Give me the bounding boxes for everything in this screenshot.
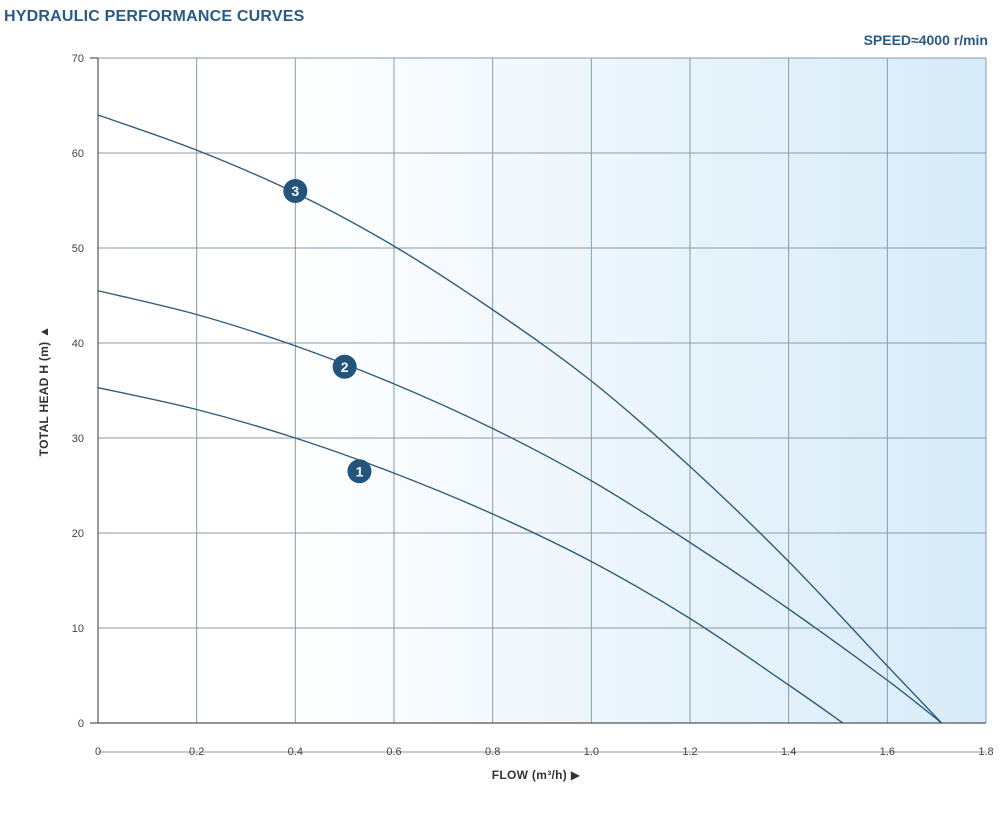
y-tick-label: 50	[72, 243, 84, 255]
x-tick-label: 0.2	[189, 746, 204, 758]
x-tick-label: 1.2	[682, 746, 697, 758]
plot-area	[98, 58, 986, 723]
x-tick-label: 1.8	[978, 746, 993, 758]
y-tick-label: 70	[72, 53, 84, 65]
x-axis-label: FLOW (m³/h) ▶	[492, 768, 580, 782]
curve-badge-label: 1	[356, 463, 364, 479]
y-tick-label: 40	[72, 338, 84, 350]
y-tick-label: 0	[78, 718, 84, 730]
right-arrow-icon: ▶	[570, 768, 581, 782]
curve-badge-2	[332, 354, 357, 379]
chart-title: HYDRAULIC PERFORMANCE CURVES	[4, 8, 305, 25]
series-line-2	[97, 290, 943, 724]
series-group	[97, 114, 943, 724]
x-tick-label: 1.0	[584, 746, 599, 758]
x-tick-label: 0	[95, 746, 101, 758]
curve-badge-3	[283, 179, 308, 203]
series-line-3	[97, 114, 943, 724]
y-tick-label: 20	[72, 528, 84, 540]
x-tick-label: 1.6	[880, 746, 895, 758]
axes	[90, 57, 986, 753]
grid	[97, 57, 987, 724]
curve-badge-1	[347, 459, 372, 484]
curve-badges: 1 2 3	[283, 179, 372, 484]
y-tick-label: 60	[72, 148, 84, 160]
x-tick-label: 1.4	[781, 746, 796, 758]
x-tick-label: 0.8	[485, 746, 500, 758]
tick-labels: 0 0.2 0.4 0.6 0.8 1.0 1.2 1.4 1.6 1.8 0 10 20 30 40 50 6…	[72, 53, 994, 758]
series-line-1	[97, 386, 844, 724]
y-tick-label: 10	[72, 623, 84, 635]
x-tick-label: 0.6	[386, 746, 401, 758]
curve-badge-label: 3	[291, 183, 299, 199]
x-tick-label: 0.4	[288, 746, 303, 758]
x-axis-label-text: FLOW (m³/h)	[491, 768, 568, 782]
speed-label: SPEED≈4000 r/min	[863, 32, 988, 48]
curve-badge-label: 2	[341, 359, 349, 375]
y-tick-label: 30	[72, 433, 84, 445]
